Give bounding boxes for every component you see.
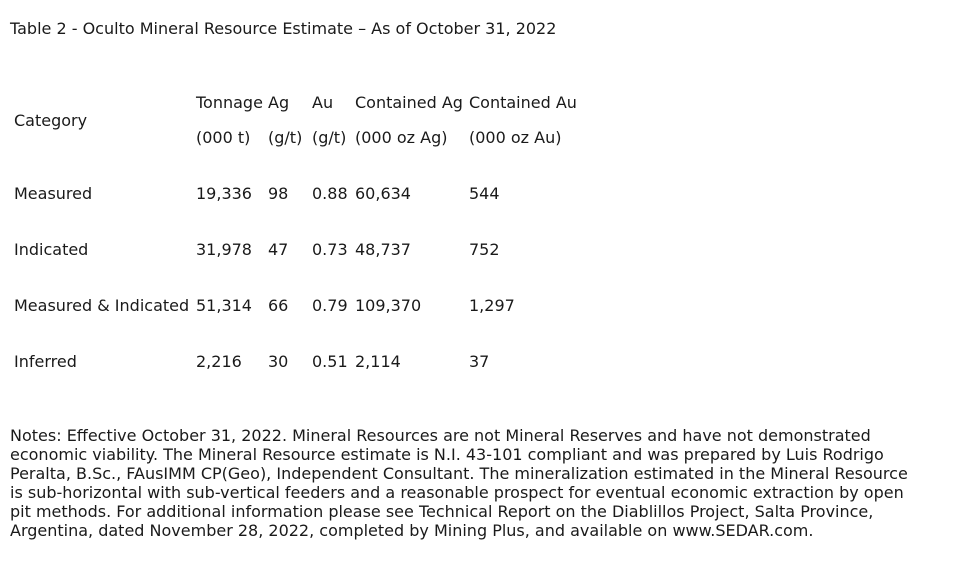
table-cell: 48,737 bbox=[355, 240, 411, 259]
table-cell: 37 bbox=[469, 352, 490, 371]
notes: Notes: Effective October 31, 2022. Miner… bbox=[10, 426, 908, 540]
table-cell: 752 bbox=[469, 240, 500, 259]
row-category: Measured & Indicated bbox=[14, 296, 190, 315]
table-cell: 0.79 bbox=[312, 296, 348, 315]
column-unit: (000 oz Ag) bbox=[355, 128, 448, 147]
table-cell: 544 bbox=[469, 184, 500, 203]
row-category: Indicated bbox=[14, 240, 89, 259]
table-cell: 109,370 bbox=[355, 296, 422, 315]
row-category: Measured bbox=[14, 184, 93, 203]
column-unit: (000 oz Au) bbox=[469, 128, 562, 147]
table-cell: 31,978 bbox=[196, 240, 252, 259]
column-header: Tonnage bbox=[196, 93, 263, 112]
column-header: Au bbox=[312, 93, 334, 112]
column-header: Contained Au bbox=[469, 93, 577, 112]
table-cell: 47 bbox=[268, 240, 289, 259]
table-cell: 1,297 bbox=[469, 296, 515, 315]
table-cell: 0.88 bbox=[312, 184, 348, 203]
table-cell: 2,216 bbox=[196, 352, 242, 371]
table-cell: 0.51 bbox=[312, 352, 348, 371]
table-cell: 66 bbox=[268, 296, 289, 315]
column-header: Ag bbox=[268, 93, 290, 112]
table-cell: 19,336 bbox=[196, 184, 252, 203]
column-header: Contained Ag bbox=[355, 93, 463, 112]
column-unit: (g/t) bbox=[312, 128, 347, 147]
category-header: Category bbox=[14, 111, 88, 130]
table-title: Table 2 - Oculto Mineral Resource Estima… bbox=[10, 19, 557, 38]
table-cell: 2,114 bbox=[355, 352, 401, 371]
table-cell: 51,314 bbox=[196, 296, 252, 315]
table-cell: 0.73 bbox=[312, 240, 348, 259]
row-category: Inferred bbox=[14, 352, 77, 371]
table-cell: 30 bbox=[268, 352, 289, 371]
column-unit: (g/t) bbox=[268, 128, 303, 147]
column-unit: (000 t) bbox=[196, 128, 251, 147]
table-cell: 60,634 bbox=[355, 184, 411, 203]
table-cell: 98 bbox=[268, 184, 289, 203]
